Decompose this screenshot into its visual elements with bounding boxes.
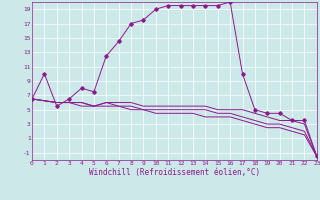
X-axis label: Windchill (Refroidissement éolien,°C): Windchill (Refroidissement éolien,°C): [89, 168, 260, 177]
